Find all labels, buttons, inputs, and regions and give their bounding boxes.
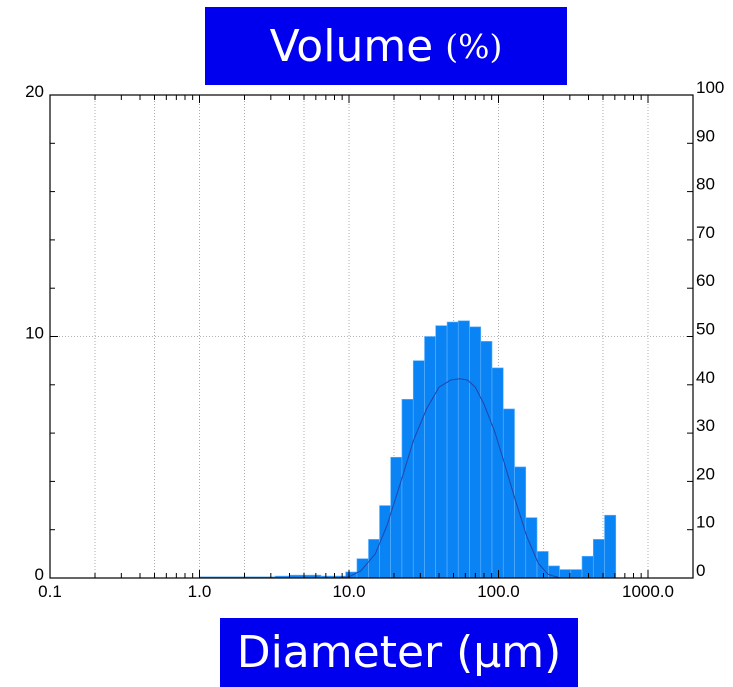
y-right-tick-label: 70 bbox=[696, 223, 715, 242]
y-right-tick-label: 30 bbox=[696, 416, 715, 435]
histogram-bar bbox=[480, 341, 493, 579]
histogram-bar bbox=[412, 360, 425, 579]
chart-title: Volume bbox=[269, 20, 434, 72]
x-tick-label: 0.1 bbox=[38, 582, 62, 601]
axis-ticks bbox=[49, 94, 694, 579]
histogram-bar bbox=[570, 569, 583, 579]
y-right-tick-label: 10 bbox=[696, 513, 715, 532]
histogram-bar bbox=[604, 514, 617, 579]
y-right-tick-label: 20 bbox=[696, 464, 715, 483]
y-left-tick-label: 0 bbox=[35, 565, 44, 584]
x-tick-label: 100.0 bbox=[477, 582, 520, 601]
volume-distribution-chart: 0.1 1.0 10.0 100.0 1000.0 0 10 20 0 10 20 30 40 50 60 7… bbox=[25, 78, 724, 601]
histogram-bar bbox=[424, 336, 436, 579]
y-right-tick-label: 40 bbox=[696, 368, 715, 387]
histogram-bar bbox=[401, 398, 414, 579]
axis-tick-labels: 0.1 1.0 10.0 100.0 1000.0 0 10 20 0 10 20 30 40 50 60 7… bbox=[25, 78, 724, 601]
histogram-bar bbox=[581, 555, 594, 579]
histogram-bar bbox=[491, 367, 504, 579]
y-left-tick-label: 20 bbox=[25, 82, 44, 101]
y-right-tick-label: 100 bbox=[696, 78, 724, 97]
y-right-tick-label: 0 bbox=[696, 561, 705, 580]
chart-title-unit: (%) bbox=[445, 26, 503, 66]
grid-lines bbox=[50, 95, 693, 578]
histogram-bar bbox=[379, 505, 391, 579]
histogram-bar bbox=[592, 539, 605, 579]
histogram-bar bbox=[457, 320, 470, 579]
histogram-bars bbox=[199, 320, 617, 579]
distribution-curve bbox=[334, 378, 561, 579]
distribution-curve-layer bbox=[334, 378, 561, 579]
histogram-bar bbox=[368, 539, 380, 579]
x-tick-label: 1000.0 bbox=[622, 582, 674, 601]
histogram-bar bbox=[446, 321, 459, 579]
x-axis-label-box: Diameter (µm) bbox=[220, 618, 578, 687]
x-tick-label: 1.0 bbox=[188, 582, 212, 601]
histogram-bar bbox=[469, 326, 482, 579]
histogram-bar bbox=[559, 569, 572, 579]
y-right-tick-label: 90 bbox=[696, 126, 715, 145]
y-right-tick-label: 80 bbox=[696, 175, 715, 194]
histogram-bar bbox=[390, 456, 403, 579]
histogram-bar bbox=[435, 325, 448, 579]
y-right-tick-label: 50 bbox=[696, 320, 715, 339]
histogram-bar bbox=[536, 551, 549, 579]
chart-title-box: Volume (%) bbox=[205, 7, 567, 85]
y-left-tick-label: 10 bbox=[25, 324, 44, 343]
x-axis-label: Diameter (µm) bbox=[236, 627, 562, 678]
y-right-tick-label: 60 bbox=[696, 271, 715, 290]
x-tick-label: 10.0 bbox=[332, 582, 365, 601]
histogram-bar bbox=[514, 466, 527, 579]
